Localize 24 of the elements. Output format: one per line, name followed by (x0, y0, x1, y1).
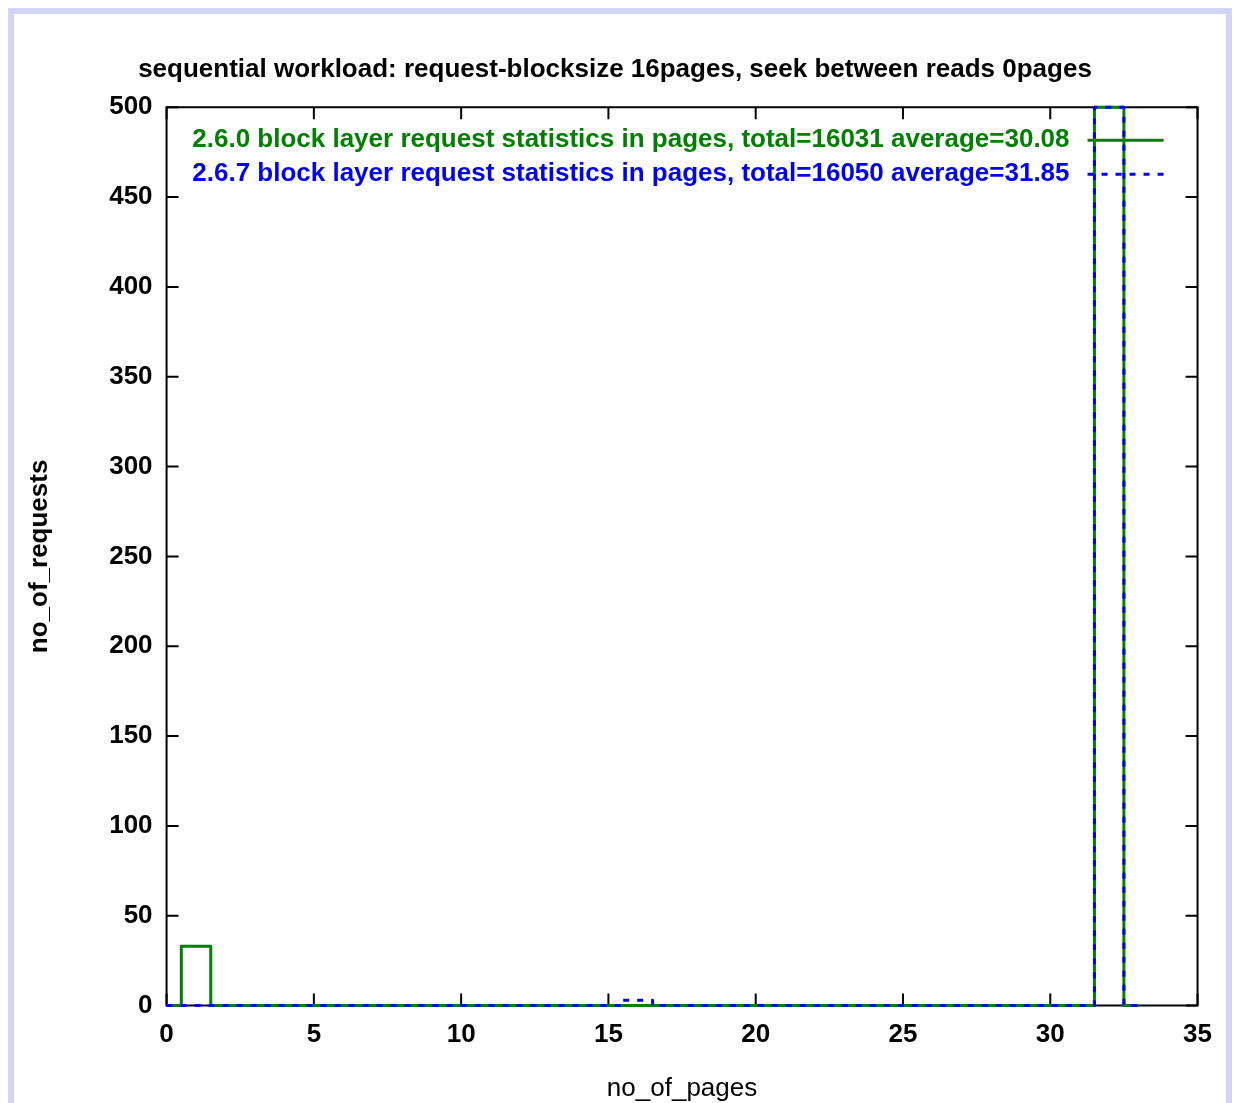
x-tick-label: 30 (1035, 1018, 1065, 1049)
y-tick-label: 0 (138, 988, 153, 1019)
x-tick-label: 15 (593, 1018, 623, 1049)
x-tick-label: 35 (1183, 1018, 1212, 1049)
x-tick-label: 25 (888, 1018, 918, 1049)
y-axis-title: no_of_requests (22, 459, 53, 654)
y-tick-label: 200 (109, 629, 153, 660)
x-tick-label: 5 (306, 1018, 322, 1049)
y-tick-label: 450 (109, 180, 153, 211)
x-tick-label: 0 (159, 1018, 174, 1049)
y-tick-label: 150 (109, 719, 153, 750)
y-tick-label: 250 (109, 539, 153, 570)
y-tick-label: 100 (109, 809, 153, 840)
chart-title: sequential workload: request-blocksize 16pages, seek between reads 0pages (138, 52, 1092, 83)
x-axis-title: no_of_pages (606, 1071, 758, 1102)
y-tick-label: 500 (109, 90, 153, 121)
y-tick-label: 50 (123, 898, 153, 929)
legend-label: 2.6.0 block layer request statistics in pages, total=16031 average=30.08 (192, 123, 1070, 154)
y-tick-label: 400 (109, 270, 153, 301)
x-tick-label: 20 (741, 1018, 771, 1049)
y-tick-label: 350 (109, 359, 153, 390)
x-tick-label: 10 (446, 1018, 476, 1049)
legend-label: 2.6.7 block layer request statistics in pages, total=16050 average=31.85 (192, 157, 1070, 188)
y-tick-label: 300 (109, 449, 153, 480)
